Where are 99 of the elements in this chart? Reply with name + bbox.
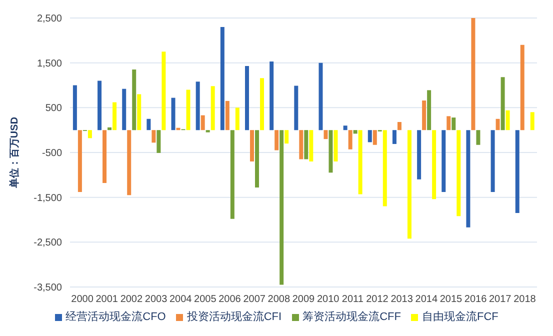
x-tick-label: 2014	[415, 294, 438, 306]
bar	[162, 52, 166, 130]
bar	[102, 130, 107, 183]
bar	[98, 80, 102, 130]
bar	[358, 130, 362, 194]
bar	[318, 62, 323, 130]
bar	[88, 130, 92, 138]
bar	[422, 100, 426, 130]
bar	[520, 44, 524, 130]
bar	[496, 118, 500, 130]
y-tick-label: -500	[42, 148, 62, 160]
bar	[235, 108, 240, 130]
bar	[122, 88, 126, 130]
y-tick-label: -1,500	[34, 192, 62, 204]
bar	[368, 130, 372, 142]
y-tick-label: -3,500	[34, 282, 62, 294]
bar	[255, 130, 259, 188]
x-tick-label: 2004	[169, 294, 192, 306]
x-tick-label: 2000	[71, 294, 94, 306]
bar	[471, 18, 476, 130]
x-tick-label: 2005	[194, 294, 217, 306]
bar	[309, 130, 314, 162]
bar	[382, 130, 387, 206]
bar	[446, 116, 451, 130]
bar	[442, 130, 446, 192]
bar	[515, 130, 520, 214]
bar	[334, 130, 338, 162]
bar	[146, 118, 151, 130]
bar	[250, 130, 254, 162]
bar	[280, 130, 284, 285]
bar	[476, 130, 480, 145]
bar	[456, 130, 461, 216]
x-tick-label: 2008	[268, 294, 290, 306]
y-tick-label: 2,500	[36, 14, 62, 25]
legend-label: 自由现金流FCF	[422, 311, 498, 323]
y-tick-label: 500	[45, 103, 62, 114]
bar	[506, 110, 510, 130]
bar	[152, 130, 156, 143]
x-tick-label: 2010	[316, 294, 340, 306]
bar	[210, 86, 215, 130]
bar	[353, 130, 358, 134]
x-tick-label: 2018	[514, 294, 536, 306]
bar	[294, 86, 298, 130]
bar	[171, 98, 176, 130]
bar	[200, 115, 205, 130]
bar	[466, 130, 470, 228]
bar	[407, 130, 412, 239]
y-axis-title: 单位：百万USD	[8, 116, 21, 190]
bar	[299, 130, 304, 160]
bar	[230, 130, 234, 219]
bar	[348, 130, 352, 150]
bar	[112, 102, 117, 130]
x-tick-label: 2017	[489, 294, 512, 306]
bar	[220, 26, 224, 130]
x-tick-label: 2009	[292, 294, 316, 306]
bar	[186, 90, 190, 130]
x-tick-label: 2006	[218, 294, 242, 306]
bar	[72, 85, 77, 130]
bar	[225, 100, 230, 130]
bar	[452, 118, 456, 130]
bar	[137, 94, 142, 130]
y-tick-label: 1,500	[36, 58, 62, 70]
bar	[427, 90, 432, 130]
x-tick-label: 2015	[440, 294, 463, 306]
bar	[132, 70, 136, 130]
bar	[304, 130, 308, 160]
bar	[372, 130, 377, 145]
bar	[284, 130, 289, 144]
bar	[108, 127, 112, 130]
legend-label: 经营活动现金流CFO	[66, 311, 166, 323]
bar	[432, 130, 436, 200]
bar	[78, 130, 82, 192]
x-tick-label: 2001	[96, 294, 118, 306]
x-tick-label: 2002	[120, 294, 144, 306]
bar	[245, 66, 249, 130]
bar	[392, 130, 396, 144]
x-tick-label: 2003	[144, 294, 168, 306]
bar	[530, 112, 534, 130]
x-tick-label: 2007	[243, 294, 266, 306]
x-tick-label: 2011	[342, 294, 364, 306]
bar	[260, 78, 264, 130]
bar	[417, 130, 422, 180]
bar	[156, 130, 161, 153]
bar	[270, 61, 274, 130]
bar	[324, 130, 328, 140]
x-tick-label: 2013	[390, 294, 414, 306]
bar	[328, 130, 333, 173]
y-tick-label: -2,500	[34, 238, 62, 249]
x-tick-label: 2016	[464, 294, 488, 306]
legend-label: 投资活动现金流CFI	[186, 311, 282, 323]
bar	[490, 130, 495, 192]
bar	[127, 130, 132, 196]
legend-label: 筹资活动现金流CFF	[302, 311, 401, 323]
bar	[500, 77, 505, 130]
x-tick-label: 2012	[366, 294, 389, 306]
bar	[274, 130, 279, 150]
bar	[343, 126, 348, 130]
bar	[196, 82, 200, 130]
bar	[397, 122, 402, 130]
